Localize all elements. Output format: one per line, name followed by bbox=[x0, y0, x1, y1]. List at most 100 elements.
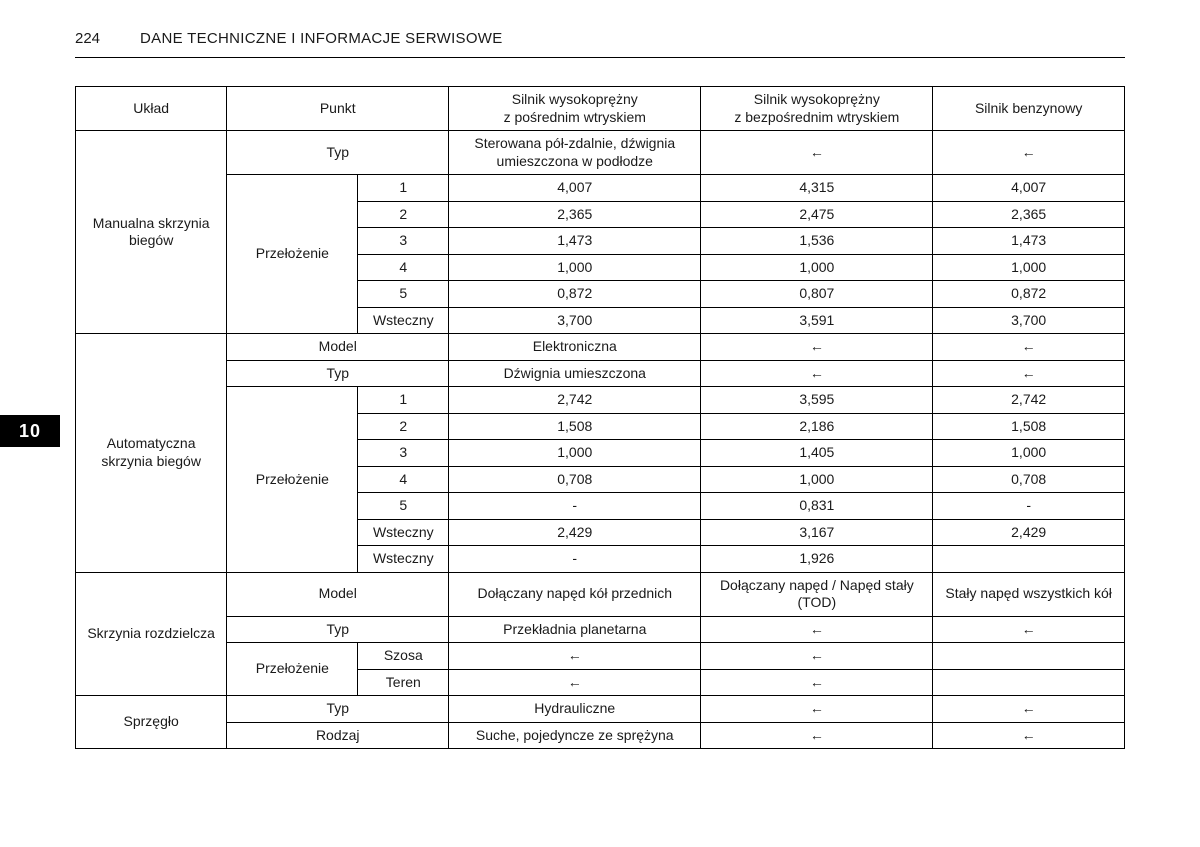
hdr-punkt: Punkt bbox=[227, 87, 449, 131]
cell: Sterowana pół-zdalnie, dźwignia umieszcz… bbox=[449, 131, 701, 175]
cell: - bbox=[449, 546, 701, 573]
row-transfer-typ: Typ Przekładnia planetarna ← ← bbox=[76, 616, 1125, 643]
arrow-icon: ← bbox=[933, 131, 1125, 175]
row-transfer-model: Skrzynia rozdzielcza Model Dołączany nap… bbox=[76, 572, 1125, 616]
row-auto-model: Automatyczna skrzynia biegów Model Elekt… bbox=[76, 334, 1125, 361]
hdr-eng2: Silnik wysokoprężnyz bezpośrednim wtrysk… bbox=[701, 87, 933, 131]
cell: 0,807 bbox=[701, 281, 933, 308]
arrow-icon: ← bbox=[701, 722, 933, 749]
cell: 1,926 bbox=[701, 546, 933, 573]
gear-num: 1 bbox=[358, 387, 449, 414]
lbl-model: Model bbox=[227, 334, 449, 361]
gear-num: 1 bbox=[358, 175, 449, 202]
cell: 3,700 bbox=[933, 307, 1125, 334]
cell: Dołączany napęd kół przednich bbox=[449, 572, 701, 616]
cell: Dźwignia umieszczona bbox=[449, 360, 701, 387]
arrow-icon: ← bbox=[933, 616, 1125, 643]
gear-num: 4 bbox=[358, 254, 449, 281]
table-header: Układ Punkt Silnik wysokoprężnyz pośredn… bbox=[76, 87, 1125, 131]
gear-num: 3 bbox=[358, 228, 449, 255]
lbl-rodzaj: Rodzaj bbox=[227, 722, 449, 749]
cell: 1,000 bbox=[701, 466, 933, 493]
cell: 2,365 bbox=[449, 201, 701, 228]
cell: 2,186 bbox=[701, 413, 933, 440]
cell: 2,742 bbox=[449, 387, 701, 414]
arrow-icon: ← bbox=[701, 616, 933, 643]
lbl-ratio: Przełożenie bbox=[227, 643, 358, 696]
cell: 1,508 bbox=[449, 413, 701, 440]
arrow-icon: ← bbox=[701, 696, 933, 723]
lbl-road: Szosa bbox=[358, 643, 449, 670]
cell bbox=[933, 546, 1125, 573]
row-manual-typ: Manualna skrzynia biegów Typ Sterowana p… bbox=[76, 131, 1125, 175]
lbl-model: Model bbox=[227, 572, 449, 616]
lbl-manual: Manualna skrzynia biegów bbox=[76, 131, 227, 334]
row-clutch-rodzaj: Rodzaj Suche, pojedyncze ze sprężyna ← ← bbox=[76, 722, 1125, 749]
lbl-auto: Automatyczna skrzynia biegów bbox=[76, 334, 227, 573]
row-auto-typ: Typ Dźwignia umieszczona ← ← bbox=[76, 360, 1125, 387]
table-row: Przełożenie Szosa ← ← bbox=[76, 643, 1125, 670]
lbl-ratio: Przełożenie bbox=[227, 175, 358, 334]
cell: Dołączany napęd / Napęd stały (TOD) bbox=[701, 572, 933, 616]
hdr-eng3: Silnik benzynowy bbox=[933, 87, 1125, 131]
cell: 4,315 bbox=[701, 175, 933, 202]
cell: 3,167 bbox=[701, 519, 933, 546]
gear-num: 5 bbox=[358, 493, 449, 520]
arrow-icon: ← bbox=[701, 669, 933, 696]
cell: 2,429 bbox=[449, 519, 701, 546]
gear-num: 3 bbox=[358, 440, 449, 467]
cell: 0,872 bbox=[449, 281, 701, 308]
cell: 0,708 bbox=[933, 466, 1125, 493]
lbl-transfer: Skrzynia rozdzielcza bbox=[76, 572, 227, 696]
cell: 3,591 bbox=[701, 307, 933, 334]
page-number: 224 bbox=[75, 30, 100, 47]
arrow-icon: ← bbox=[449, 669, 701, 696]
chapter-tab: 10 bbox=[0, 415, 60, 447]
cell: 1,000 bbox=[933, 254, 1125, 281]
arrow-icon: ← bbox=[933, 334, 1125, 361]
gear-num: 4 bbox=[358, 466, 449, 493]
gear-reverse: Wsteczny bbox=[358, 307, 449, 334]
cell: Elektroniczna bbox=[449, 334, 701, 361]
cell: 1,536 bbox=[701, 228, 933, 255]
cell: 1,000 bbox=[449, 440, 701, 467]
cell: 2,429 bbox=[933, 519, 1125, 546]
lbl-typ: Typ bbox=[227, 696, 449, 723]
gear-reverse: Wsteczny bbox=[358, 546, 449, 573]
cell: 2,365 bbox=[933, 201, 1125, 228]
lbl-typ: Typ bbox=[227, 360, 449, 387]
arrow-icon: ← bbox=[933, 722, 1125, 749]
cell: 0,831 bbox=[701, 493, 933, 520]
lbl-typ: Typ bbox=[227, 131, 449, 175]
cell: 0,872 bbox=[933, 281, 1125, 308]
cell: Przekładnia planetarna bbox=[449, 616, 701, 643]
cell: 1,473 bbox=[933, 228, 1125, 255]
lbl-typ: Typ bbox=[227, 616, 449, 643]
cell: Suche, pojedyncze ze sprężyna bbox=[449, 722, 701, 749]
cell: 1,508 bbox=[933, 413, 1125, 440]
cell: 2,475 bbox=[701, 201, 933, 228]
cell: 2,742 bbox=[933, 387, 1125, 414]
table-row: Przełożenie 1 2,742 3,595 2,742 bbox=[76, 387, 1125, 414]
hdr-uklad: Układ bbox=[76, 87, 227, 131]
table-row: Przełożenie 1 4,007 4,315 4,007 bbox=[76, 175, 1125, 202]
row-clutch-typ: Sprzęgło Typ Hydrauliczne ← ← bbox=[76, 696, 1125, 723]
cell-empty bbox=[933, 669, 1125, 696]
cell: 3,595 bbox=[701, 387, 933, 414]
cell: 1,473 bbox=[449, 228, 701, 255]
cell: 1,000 bbox=[701, 254, 933, 281]
gear-num: 2 bbox=[358, 201, 449, 228]
arrow-icon: ← bbox=[933, 696, 1125, 723]
arrow-icon: ← bbox=[701, 334, 933, 361]
gear-num: 2 bbox=[358, 413, 449, 440]
gear-num: 5 bbox=[358, 281, 449, 308]
cell: Hydrauliczne bbox=[449, 696, 701, 723]
arrow-icon: ← bbox=[933, 360, 1125, 387]
arrow-icon: ← bbox=[701, 643, 933, 670]
arrow-icon: ← bbox=[701, 131, 933, 175]
cell: - bbox=[933, 493, 1125, 520]
cell: 0,708 bbox=[449, 466, 701, 493]
arrow-icon: ← bbox=[701, 360, 933, 387]
cell: 1,000 bbox=[449, 254, 701, 281]
spec-table: Układ Punkt Silnik wysokoprężnyz pośredn… bbox=[75, 86, 1125, 749]
